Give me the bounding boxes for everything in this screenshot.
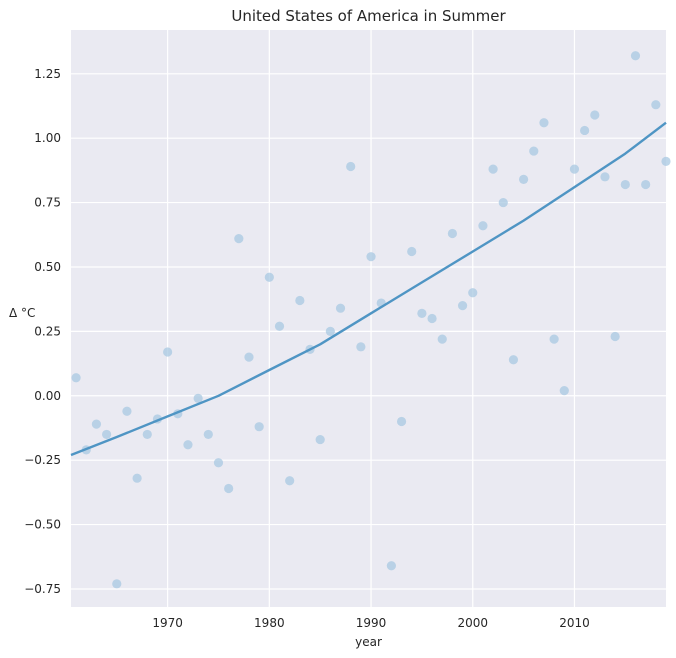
x-tick-label: 1990 [356,616,387,630]
data-point [234,234,244,244]
data-point [112,579,122,589]
data-point [610,331,620,342]
data-point [600,172,610,182]
chart-title: United States of America in Summer [231,7,506,25]
x-axis-label: year [355,635,382,649]
data-point [549,334,559,344]
data-point [396,416,407,427]
data-point [163,347,173,357]
y-tick-label: 1.25 [34,67,61,81]
data-point [447,228,458,239]
data-point [519,174,529,185]
data-point [224,483,234,494]
data-point [468,288,478,298]
data-point [203,429,213,440]
data-point [132,473,142,483]
y-axis-label: Δ °C [9,306,35,320]
data-point [590,110,600,120]
data-point [569,164,580,174]
data-point [71,373,81,383]
data-point [630,51,641,61]
data-points [71,51,671,589]
trend-line [70,121,667,457]
data-point [295,295,305,306]
data-point [508,355,519,365]
y-tick-label: 1.00 [34,131,61,145]
data-point [366,252,376,262]
data-point [488,164,498,174]
x-axis-ticks: 1970 1980 1990 2000 2010 [152,616,589,630]
data-point [417,308,427,318]
data-point [539,118,549,128]
data-point [122,406,132,416]
data-point [407,246,417,257]
data-point [346,161,356,172]
data-point [335,303,346,313]
data-point [193,393,203,403]
data-point [274,321,285,331]
x-tick-label: 1980 [254,616,285,630]
grid [71,30,666,607]
data-point [641,179,651,190]
data-point [651,100,661,110]
data-point [254,422,264,432]
trend-line-group [70,121,667,457]
y-tick-label: −0.50 [24,518,61,532]
plot-background [71,30,666,607]
x-tick-label: 2010 [559,616,590,630]
y-axis-ticks: −0.75 −0.50 −0.25 0.00 0.25 0.50 0.75 1.00 1.25 [24,67,61,596]
data-point [457,301,468,311]
data-point [142,429,152,440]
y-tick-label: 0.50 [34,260,61,274]
data-point [529,146,539,156]
y-tick-label: −0.25 [24,453,61,467]
y-tick-label: 0.00 [34,389,61,403]
data-point [478,221,488,231]
data-point [437,334,447,344]
y-tick-label: 0.25 [34,324,61,338]
data-point [101,429,112,440]
data-point [427,313,437,324]
data-point [620,179,630,190]
data-point [91,419,102,429]
data-point [264,272,274,282]
data-point [315,434,325,445]
data-point [580,125,590,136]
y-tick-label: 0.75 [34,196,61,210]
x-tick-label: 2000 [457,616,488,630]
y-tick-label: −0.75 [24,582,61,596]
data-point [661,156,671,166]
data-point [325,326,335,336]
data-point [285,476,295,486]
data-point [386,561,396,571]
data-point [213,458,224,468]
data-point [498,197,508,208]
data-point [183,440,193,450]
data-point [356,342,366,352]
x-tick-label: 1970 [152,616,183,630]
data-point [559,386,569,396]
data-point [244,352,254,362]
